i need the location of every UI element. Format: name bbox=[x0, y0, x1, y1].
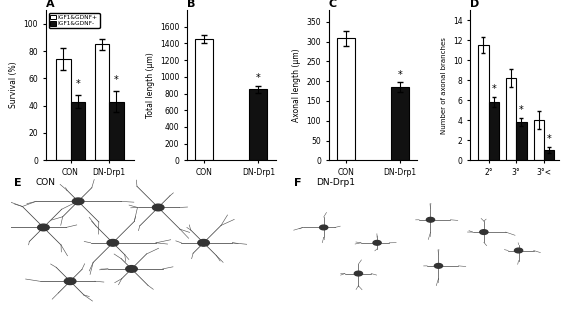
Circle shape bbox=[198, 239, 209, 246]
Circle shape bbox=[152, 204, 164, 211]
Text: D: D bbox=[470, 0, 479, 9]
Legend: IGF1&GDNF+, IGF1&GDNF-: IGF1&GDNF+, IGF1&GDNF- bbox=[48, 13, 100, 28]
Bar bbox=[544, 150, 554, 160]
Bar bbox=[56, 59, 71, 160]
Circle shape bbox=[434, 264, 442, 268]
Y-axis label: Number of axonal branches: Number of axonal branches bbox=[441, 37, 447, 134]
Circle shape bbox=[126, 266, 137, 272]
Bar bbox=[506, 78, 516, 160]
Circle shape bbox=[320, 225, 328, 230]
Circle shape bbox=[426, 217, 434, 222]
Bar bbox=[488, 102, 499, 160]
Circle shape bbox=[64, 278, 76, 285]
Bar bbox=[196, 39, 213, 160]
Text: C: C bbox=[329, 0, 337, 9]
Text: CON: CON bbox=[35, 178, 55, 187]
Bar bbox=[478, 45, 488, 160]
Y-axis label: Survival (%): Survival (%) bbox=[9, 62, 18, 109]
Circle shape bbox=[38, 224, 49, 231]
Text: *: * bbox=[256, 73, 260, 84]
Bar bbox=[391, 87, 409, 160]
Y-axis label: Total length (μm): Total length (μm) bbox=[145, 52, 154, 118]
Text: *: * bbox=[75, 79, 80, 89]
Text: A: A bbox=[46, 0, 54, 9]
Circle shape bbox=[355, 271, 363, 276]
Text: DN-Drp1: DN-Drp1 bbox=[316, 178, 355, 187]
Text: *: * bbox=[114, 75, 119, 85]
Bar bbox=[337, 38, 355, 160]
Text: E: E bbox=[14, 178, 22, 188]
Bar bbox=[95, 44, 109, 160]
Text: *: * bbox=[519, 105, 524, 115]
Text: *: * bbox=[397, 70, 402, 80]
Text: B: B bbox=[187, 0, 196, 9]
Circle shape bbox=[373, 240, 381, 245]
Circle shape bbox=[107, 239, 119, 246]
Bar bbox=[249, 89, 267, 160]
Text: *: * bbox=[491, 84, 496, 94]
Bar bbox=[534, 120, 544, 160]
Text: *: * bbox=[547, 134, 551, 144]
Circle shape bbox=[480, 230, 488, 234]
Circle shape bbox=[515, 248, 523, 253]
Y-axis label: Axonal length (μm): Axonal length (μm) bbox=[292, 48, 301, 122]
Circle shape bbox=[72, 198, 84, 205]
Bar bbox=[516, 122, 527, 160]
Bar bbox=[71, 102, 85, 160]
Text: F: F bbox=[294, 178, 302, 188]
Bar bbox=[109, 102, 124, 160]
